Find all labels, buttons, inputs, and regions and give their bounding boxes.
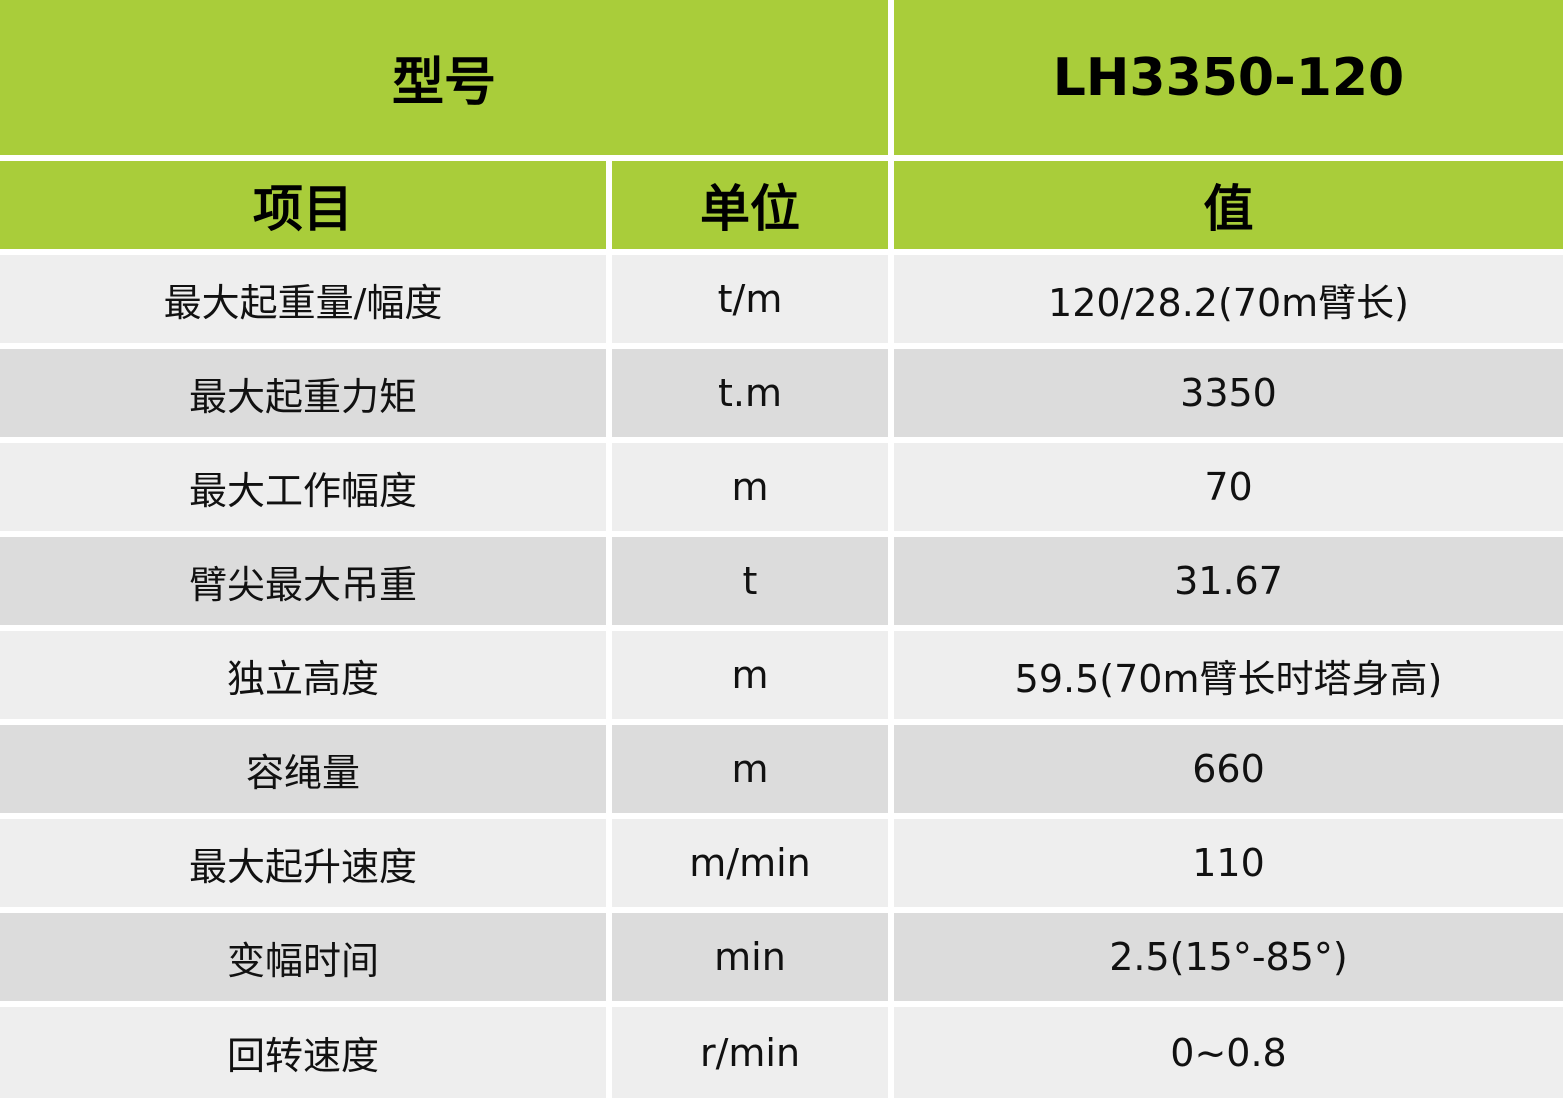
table-cell-unit: m: [612, 725, 888, 813]
table-cell-value: 59.5(70m臂长时塔身高): [894, 631, 1563, 719]
table-cell-unit: r/min: [612, 1007, 888, 1098]
table-cell-value: 110: [894, 819, 1563, 907]
model-label: 型号: [0, 0, 888, 155]
column-header-item: 项目: [0, 161, 606, 249]
table-cell-item: 最大工作幅度: [0, 443, 606, 531]
table-cell-item: 最大起重量/幅度: [0, 255, 606, 343]
table-cell-unit: m: [612, 443, 888, 531]
table-cell-value: 70: [894, 443, 1563, 531]
table-cell-unit: m/min: [612, 819, 888, 907]
table-cell-item: 回转速度: [0, 1007, 606, 1098]
table-cell-unit: t: [612, 537, 888, 625]
table-cell-value: 31.67: [894, 537, 1563, 625]
table-cell-unit: min: [612, 913, 888, 1001]
table-cell-item: 容绳量: [0, 725, 606, 813]
table-cell-item: 最大起重力矩: [0, 349, 606, 437]
table-cell-unit: m: [612, 631, 888, 719]
column-header-value: 值: [894, 161, 1563, 249]
model-value: LH3350-120: [894, 0, 1563, 155]
table-cell-unit: t.m: [612, 349, 888, 437]
table-cell-item: 最大起升速度: [0, 819, 606, 907]
table-cell-item: 独立高度: [0, 631, 606, 719]
column-header-unit: 单位: [612, 161, 888, 249]
table-cell-item: 臂尖最大吊重: [0, 537, 606, 625]
table-cell-value: 3350: [894, 349, 1563, 437]
table-cell-value: 0~0.8: [894, 1007, 1563, 1098]
table-cell-item: 变幅时间: [0, 913, 606, 1001]
table-cell-value: 660: [894, 725, 1563, 813]
table-cell-unit: t/m: [612, 255, 888, 343]
table-cell-value: 120/28.2(70m臂长): [894, 255, 1563, 343]
table-cell-value: 2.5(15°-85°): [894, 913, 1563, 1001]
